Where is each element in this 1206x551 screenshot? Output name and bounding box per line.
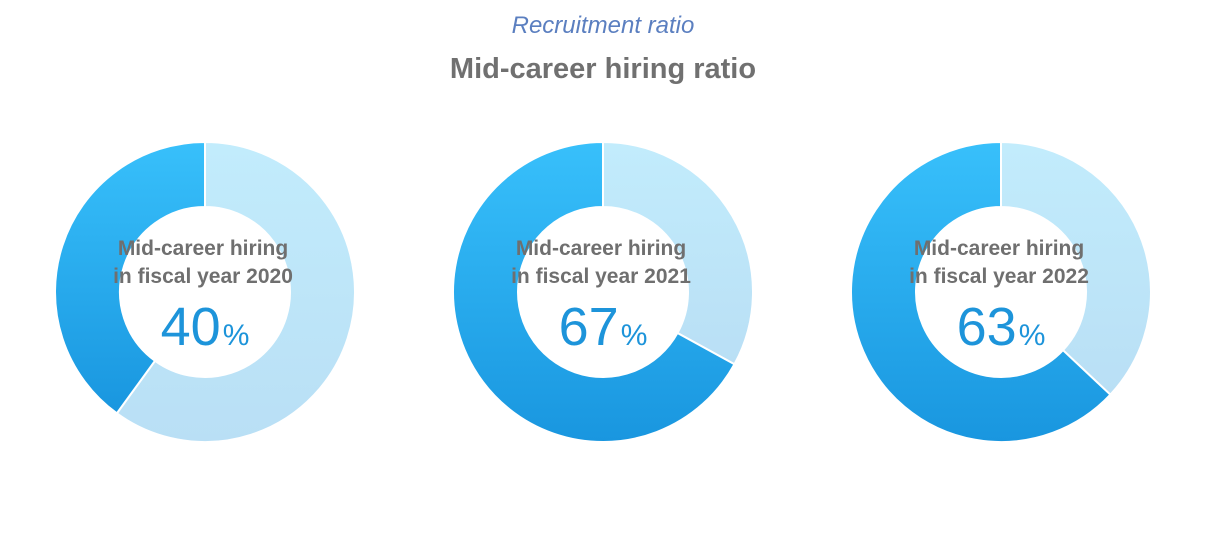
- donut-label-line1: Mid-career hiring: [516, 237, 686, 260]
- donut-label-line1: Mid-career hiring: [914, 237, 1084, 260]
- chart-subtitle: Recruitment ratio: [511, 12, 695, 39]
- donut-share-slice: [850, 140, 1112, 443]
- donut-label-line2: in fiscal year 2020: [113, 265, 293, 288]
- donut-label-line2: in fiscal year 2021: [511, 265, 691, 288]
- donut-remainder-slice: [602, 140, 754, 366]
- chart-title: Mid-career hiring ratio: [449, 53, 757, 85]
- donut-share-slice: [452, 140, 736, 443]
- donut-chart-1: Mid-career hiring in fiscal year 2020 40%: [54, 140, 356, 443]
- donut-label-line2: in fiscal year 2022: [909, 265, 1089, 288]
- donut-label-line1: Mid-career hiring: [118, 237, 288, 260]
- donut-value: 40%: [161, 297, 250, 357]
- donut-value: 63%: [957, 297, 1046, 357]
- donut-chart-2: Mid-career hiring in fiscal year 2021 67%: [452, 140, 754, 443]
- donut-remainder-slice: [1000, 140, 1152, 397]
- donut-share-slice: [54, 140, 206, 415]
- donut-remainder-slice: [115, 140, 356, 443]
- donut-value: 67%: [559, 297, 648, 357]
- donut-chart-3: Mid-career hiring in fiscal year 2022 63%: [850, 140, 1152, 443]
